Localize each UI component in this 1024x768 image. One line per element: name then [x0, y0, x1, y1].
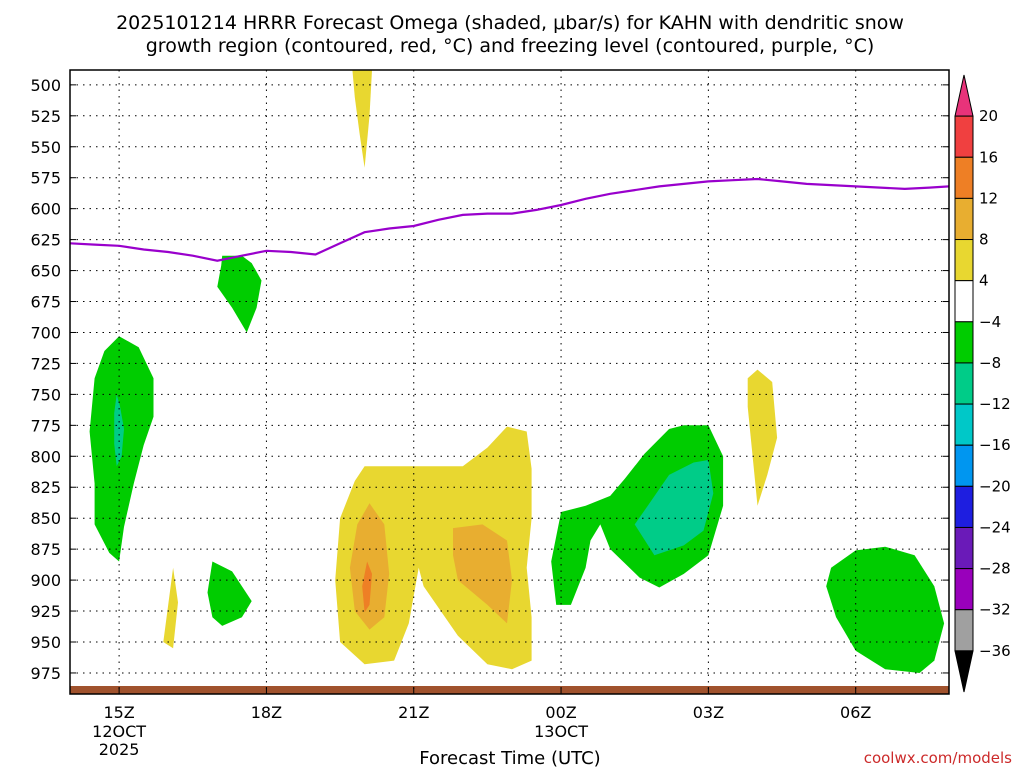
colorbar-swatch-11 — [954, 526, 974, 570]
colorbar-top-arrow — [954, 74, 974, 117]
colorbar-label-8: −16 — [979, 436, 1011, 454]
colorbar-swatch-3 — [954, 197, 974, 241]
colorbar-swatch-6 — [954, 321, 974, 364]
ground-terrain-bar — [70, 686, 949, 694]
colorbar-label-11: −28 — [979, 560, 1011, 578]
colorbar-label-10: −24 — [979, 518, 1011, 536]
x-tick-label-15Z: 15Z — [103, 703, 134, 722]
omega-region-7 — [349, 503, 390, 630]
y-tick-label-725: 725 — [30, 354, 61, 373]
colorbar-label-9: −20 — [979, 477, 1011, 495]
colorbar-label-1: 16 — [979, 148, 998, 166]
grid-lines — [70, 70, 949, 694]
y-tick-label-575: 575 — [30, 169, 61, 188]
x-tick-label-00Z: 00Z — [545, 703, 576, 722]
x-tick-label-06Z: 06Z — [840, 703, 871, 722]
y-tick-label-850: 850 — [30, 509, 61, 528]
y-tick-label-975: 975 — [30, 664, 61, 683]
colorbar-label-0: 20 — [979, 107, 998, 125]
colorbar-swatch-13 — [954, 609, 974, 652]
freezing-level-line — [69, 177, 950, 262]
chart-title-line-1: 2025101214 HRRR Forecast Omega (shaded, … — [116, 12, 904, 34]
y-axis-ticks: 500 525 550 575 600 625 650 675 700 725 750 775 800 8… — [30, 76, 949, 683]
omega-shaded-regions — [89, 70, 945, 673]
x-axis-label: Forecast Time (UTC) — [419, 748, 600, 768]
omega-region-5 — [352, 70, 372, 168]
colorbar-label-4: 4 — [979, 272, 989, 290]
y-tick-label-550: 550 — [30, 138, 61, 157]
y-tick-label-500: 500 — [30, 76, 61, 95]
y-tick-label-825: 825 — [30, 478, 61, 497]
y-tick-label-775: 775 — [30, 416, 61, 435]
colorbar-label-6: −8 — [979, 354, 1001, 372]
omega-region-3 — [207, 561, 252, 626]
omega-region-2 — [217, 255, 262, 333]
colorbar-label-7: −12 — [979, 395, 1011, 413]
colorbar-swatch-5 — [954, 280, 974, 323]
plot-frame — [69, 69, 950, 695]
chart-title-line-2: growth region (contoured, red, °C) and f… — [146, 35, 875, 57]
colorbar-swatch-12 — [954, 568, 974, 611]
y-tick-label-875: 875 — [30, 540, 61, 559]
omega-region-11 — [634, 460, 714, 556]
colorbar-swatch-4 — [954, 239, 974, 282]
y-tick-label-625: 625 — [30, 231, 61, 250]
omega-region-1 — [114, 394, 124, 467]
y-tick-label-800: 800 — [30, 447, 61, 466]
colorbar-label-13: −36 — [979, 642, 1011, 660]
colorbar-label-3: 8 — [979, 231, 989, 249]
colorbar-swatch-8 — [954, 403, 974, 446]
y-tick-label-950: 950 — [30, 633, 61, 652]
y-tick-label-600: 600 — [30, 200, 61, 219]
x-tick-label-21Z: 21Z — [398, 703, 429, 722]
y-tick-label-900: 900 — [30, 571, 61, 590]
colorbar-label-5: −4 — [979, 313, 1001, 331]
y-tick-label-750: 750 — [30, 385, 61, 404]
omega-region-4 — [163, 567, 178, 649]
colorbar-label-2: 12 — [979, 189, 998, 207]
credit-text: coolwx.com/models — [864, 749, 1012, 767]
x-tick-date-00Z: 13OCT — [534, 722, 588, 741]
colorbar-bottom-arrow — [954, 650, 974, 693]
colorbar: 20 16 12 8 4 −4 −8 −12 −16 −20 −24 −28 −32 −36 — [954, 74, 1011, 693]
colorbar-swatch-9 — [954, 444, 974, 487]
x-tick-label-18Z: 18Z — [251, 703, 282, 722]
y-tick-label-700: 700 — [30, 323, 61, 342]
y-tick-label-675: 675 — [30, 293, 61, 312]
colorbar-swatch-10 — [954, 485, 974, 528]
colorbar-swatch-7 — [954, 362, 974, 405]
colorbar-swatch-2 — [954, 156, 974, 199]
colorbar-swatch-1 — [954, 115, 974, 158]
x-tick-year-15Z: 2025 — [99, 740, 140, 759]
y-tick-label-925: 925 — [30, 602, 61, 621]
omega-region-12 — [747, 369, 778, 506]
x-tick-label-03Z: 03Z — [693, 703, 724, 722]
omega-region-8 — [362, 561, 372, 613]
x-tick-date-15Z: 12OCT — [92, 722, 146, 741]
y-tick-label-650: 650 — [30, 262, 61, 281]
y-tick-label-525: 525 — [30, 107, 61, 126]
colorbar-label-12: −32 — [979, 601, 1011, 619]
